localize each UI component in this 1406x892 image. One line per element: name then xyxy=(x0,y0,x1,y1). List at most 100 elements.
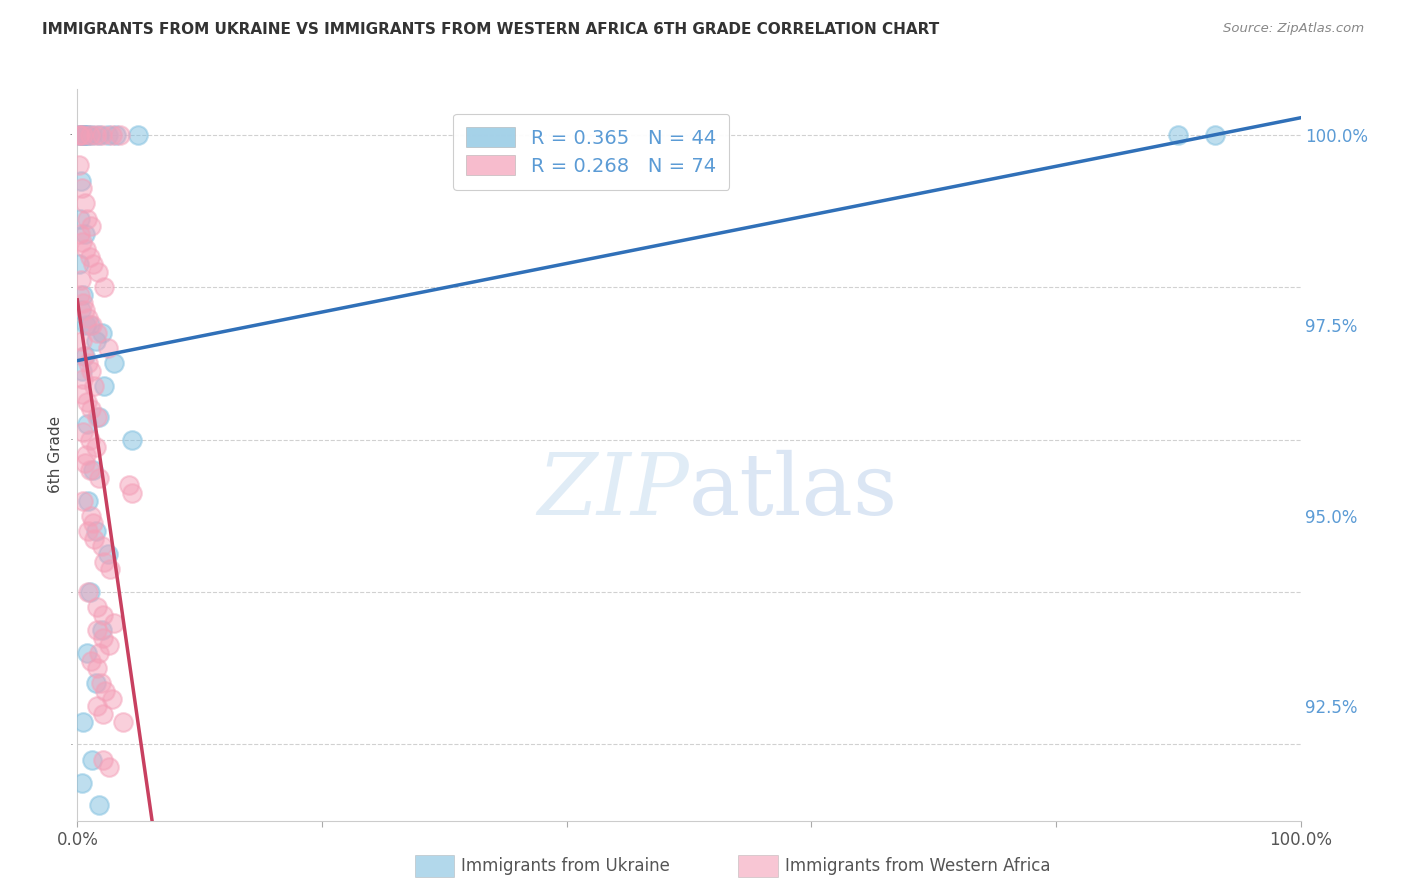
Point xyxy=(83,379,105,393)
Point xyxy=(86,623,108,637)
Point xyxy=(67,128,90,142)
Point xyxy=(73,349,96,363)
Point xyxy=(89,646,111,660)
Point xyxy=(84,334,107,348)
Point xyxy=(86,699,108,714)
Point xyxy=(91,607,114,622)
Point xyxy=(1167,128,1189,142)
Point xyxy=(72,128,94,142)
Point xyxy=(97,128,120,142)
Point xyxy=(67,158,90,172)
Point xyxy=(76,394,98,409)
Point xyxy=(73,349,96,363)
Point xyxy=(90,128,112,142)
Point xyxy=(93,379,115,393)
Point xyxy=(97,341,120,355)
Point xyxy=(103,615,125,630)
Point xyxy=(128,128,150,142)
Point xyxy=(76,417,98,432)
Point xyxy=(80,128,103,142)
Point xyxy=(82,463,104,477)
Point xyxy=(86,409,108,424)
Point xyxy=(118,478,141,492)
Point xyxy=(77,585,100,599)
Point xyxy=(121,486,143,500)
Point xyxy=(73,196,96,211)
Point xyxy=(72,288,94,302)
Point xyxy=(80,318,103,333)
Point xyxy=(72,128,94,142)
Point xyxy=(86,661,108,675)
Point xyxy=(76,128,98,142)
Point xyxy=(98,562,121,576)
Point xyxy=(90,539,112,553)
Point xyxy=(79,128,101,142)
Point xyxy=(100,128,122,142)
Point xyxy=(105,128,128,142)
Point xyxy=(84,676,107,690)
Point xyxy=(103,356,125,370)
Point xyxy=(80,364,103,378)
Text: atlas: atlas xyxy=(689,450,898,533)
Point xyxy=(80,508,103,523)
Point xyxy=(77,310,100,325)
Point xyxy=(82,257,104,271)
Point xyxy=(94,684,117,698)
Point xyxy=(76,211,98,226)
Text: Immigrants from Western Africa: Immigrants from Western Africa xyxy=(785,857,1050,875)
Text: IMMIGRANTS FROM UKRAINE VS IMMIGRANTS FROM WESTERN AFRICA 6TH GRADE CORRELATION : IMMIGRANTS FROM UKRAINE VS IMMIGRANTS FR… xyxy=(42,22,939,37)
Point xyxy=(75,242,97,256)
Point xyxy=(75,318,97,333)
Point xyxy=(69,211,91,226)
Text: Source: ZipAtlas.com: Source: ZipAtlas.com xyxy=(1223,22,1364,36)
Point xyxy=(75,128,97,142)
Text: Immigrants from Ukraine: Immigrants from Ukraine xyxy=(461,857,671,875)
Point xyxy=(83,532,105,546)
Point xyxy=(72,493,94,508)
Point xyxy=(93,555,115,569)
Point xyxy=(67,257,90,271)
Point xyxy=(100,691,122,706)
Point xyxy=(76,646,98,660)
Point xyxy=(70,775,93,789)
Point xyxy=(70,364,93,378)
Point xyxy=(89,409,111,424)
Point xyxy=(86,326,108,340)
Point xyxy=(91,753,114,767)
Point xyxy=(1204,128,1226,142)
Text: ZIP: ZIP xyxy=(537,450,689,533)
Point xyxy=(76,128,98,142)
Point xyxy=(73,227,96,241)
Point xyxy=(90,623,112,637)
Point xyxy=(87,265,110,279)
Point xyxy=(72,372,94,386)
Point xyxy=(84,128,107,142)
Point xyxy=(80,654,103,668)
Point xyxy=(73,456,96,470)
Point xyxy=(98,639,121,653)
Point xyxy=(91,706,114,721)
Point xyxy=(72,714,94,729)
Point xyxy=(69,288,91,302)
Point xyxy=(80,219,103,234)
Point xyxy=(89,128,111,142)
Point xyxy=(70,273,93,287)
Point xyxy=(84,440,107,454)
Point xyxy=(69,227,91,241)
Point xyxy=(93,280,115,294)
Y-axis label: 6th Grade: 6th Grade xyxy=(48,417,63,493)
Point xyxy=(70,173,93,187)
Point xyxy=(79,318,101,333)
Point xyxy=(80,753,103,767)
Point xyxy=(69,128,91,142)
Point xyxy=(77,524,100,538)
Point xyxy=(79,250,101,264)
Point xyxy=(75,448,97,462)
Point xyxy=(69,128,91,142)
Point xyxy=(72,295,94,310)
Point xyxy=(121,433,143,447)
Point xyxy=(67,128,90,142)
Point xyxy=(91,631,114,645)
Point xyxy=(111,714,134,729)
Point xyxy=(70,181,93,195)
